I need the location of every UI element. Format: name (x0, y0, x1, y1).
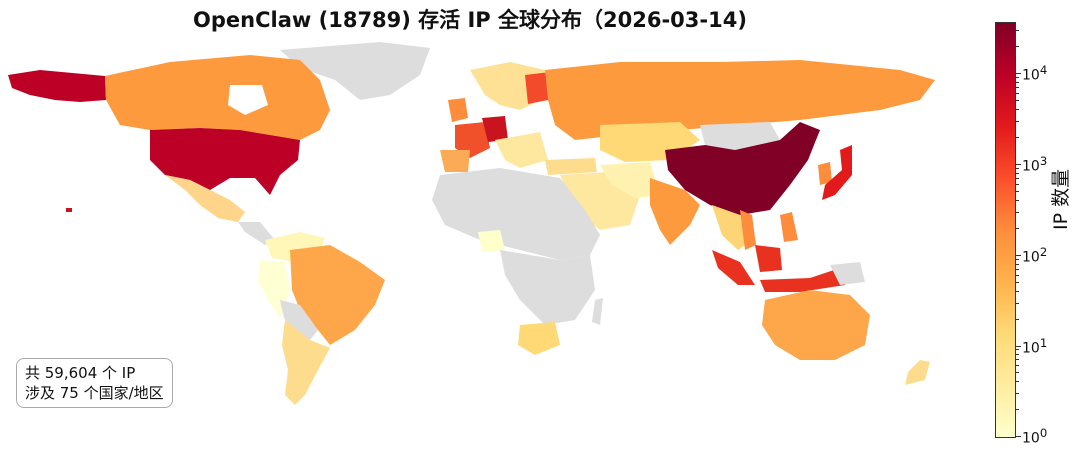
region-argentina (282, 320, 330, 405)
region-sumatra (712, 250, 755, 285)
colorbar-minor-tick (1016, 137, 1019, 138)
region-mongolia (700, 122, 780, 150)
colorbar-tickmark (1016, 255, 1021, 256)
colorbar (995, 22, 1016, 438)
region-vietnam (740, 210, 756, 250)
colorbar-minor-tick (1016, 200, 1019, 201)
region-nigeria (478, 230, 505, 252)
colorbar-minor-tick (1016, 30, 1019, 31)
region-united-states (150, 128, 300, 195)
colorbar-minor-tick (1016, 354, 1019, 355)
region-bolivia (280, 300, 318, 340)
colorbar-minor-tick (1016, 409, 1019, 410)
region-alaska (8, 70, 106, 102)
colorbar-minor-tick (1016, 259, 1019, 260)
colorbar-minor-tick (1016, 372, 1019, 373)
region-hudson-bay (228, 85, 268, 115)
colorbar-tick-label: 102 (1022, 245, 1048, 266)
colorbar-minor-tick (1016, 303, 1019, 304)
colorbar-minor-tick (1016, 93, 1019, 94)
colorbar-minor-tick (1016, 275, 1019, 276)
colorbar-minor-tick (1016, 359, 1019, 360)
colorbar-minor-tick (1016, 393, 1019, 394)
summary-box: 共 59,604 个 IP 涉及 75 个国家/地区 (16, 358, 173, 408)
world-choropleth-map (8, 42, 935, 405)
colorbar-minor-tick (1016, 178, 1019, 179)
region-germany (482, 116, 508, 142)
colorbar-minor-tick (1016, 191, 1019, 192)
colorbar-minor-tick (1016, 291, 1019, 292)
colorbar-minor-tick (1016, 109, 1019, 110)
colorbar-tickmark (1016, 346, 1021, 347)
region-greenland (280, 42, 430, 100)
colorbar-minor-tick (1016, 349, 1019, 350)
region-india (650, 178, 700, 245)
country-count-text: 涉及 75 个国家/地区 (25, 384, 164, 402)
region-madagascar (592, 298, 603, 325)
colorbar-minor-tick (1016, 82, 1019, 83)
map-title: OpenClaw (18789) 存活 IP 全球分布（2026-03-14) (193, 8, 747, 32)
region-central-africa (500, 250, 595, 325)
colorbar-minor-tick (1016, 264, 1019, 265)
colorbar-minor-tick (1016, 173, 1019, 174)
colorbar-tickmark (1016, 436, 1021, 437)
region-korea (818, 162, 832, 185)
region-borneo (755, 245, 782, 272)
region-japan (822, 145, 852, 200)
region-turkey (545, 158, 597, 175)
colorbar-label: IP 数量 (1050, 168, 1072, 230)
colorbar-tick-label: 100 (1022, 426, 1048, 447)
colorbar-tick-label: 101 (1022, 336, 1048, 357)
region-canada (105, 55, 330, 140)
colorbar-minor-tick (1016, 365, 1019, 366)
region-south-africa (518, 322, 560, 355)
colorbar-minor-tick (1016, 168, 1019, 169)
region-north-africa (432, 168, 600, 260)
region-new-zealand (905, 360, 930, 385)
colorbar-minor-tick (1016, 282, 1019, 283)
colorbar-minor-tick (1016, 269, 1019, 270)
colorbar-minor-tick (1016, 100, 1019, 101)
region-china (665, 122, 820, 215)
region-philippines (780, 212, 798, 242)
region-sulawesi-java (760, 268, 845, 292)
region-hawaii (66, 208, 72, 212)
region-iran (600, 162, 660, 198)
region-scandinavia (470, 62, 545, 110)
ip-total-text: 共 59,604 个 IP (25, 364, 136, 382)
colorbar-tickmark (1016, 73, 1021, 74)
colorbar-minor-tick (1016, 121, 1019, 122)
colorbar-tick-label: 103 (1022, 154, 1048, 175)
colorbar-minor-tick (1016, 87, 1019, 88)
colorbar-minor-tick (1016, 212, 1019, 213)
region-central-america (238, 222, 275, 245)
region-indochina (712, 205, 752, 250)
colorbar-minor-tick (1016, 381, 1019, 382)
colorbar-minor-tick (1016, 184, 1019, 185)
colorbar-minor-tick (1016, 46, 1019, 47)
region-mexico (165, 175, 245, 222)
region-finland (525, 72, 550, 104)
region-france (455, 122, 490, 158)
colorbar-tickmark (1016, 164, 1021, 165)
region-russia (545, 60, 935, 140)
region-brazil (290, 245, 385, 345)
colorbar-minor-tick (1016, 228, 1019, 229)
region-australia (762, 290, 870, 360)
colorbar-minor-tick (1016, 319, 1019, 320)
region-papua (830, 262, 865, 285)
colorbar-minor-tick (1016, 77, 1019, 78)
colorbar-tick-label: 104 (1022, 63, 1048, 84)
region-italy-balkans (495, 132, 548, 168)
region-iberia (440, 150, 470, 172)
region-uk (448, 98, 468, 122)
